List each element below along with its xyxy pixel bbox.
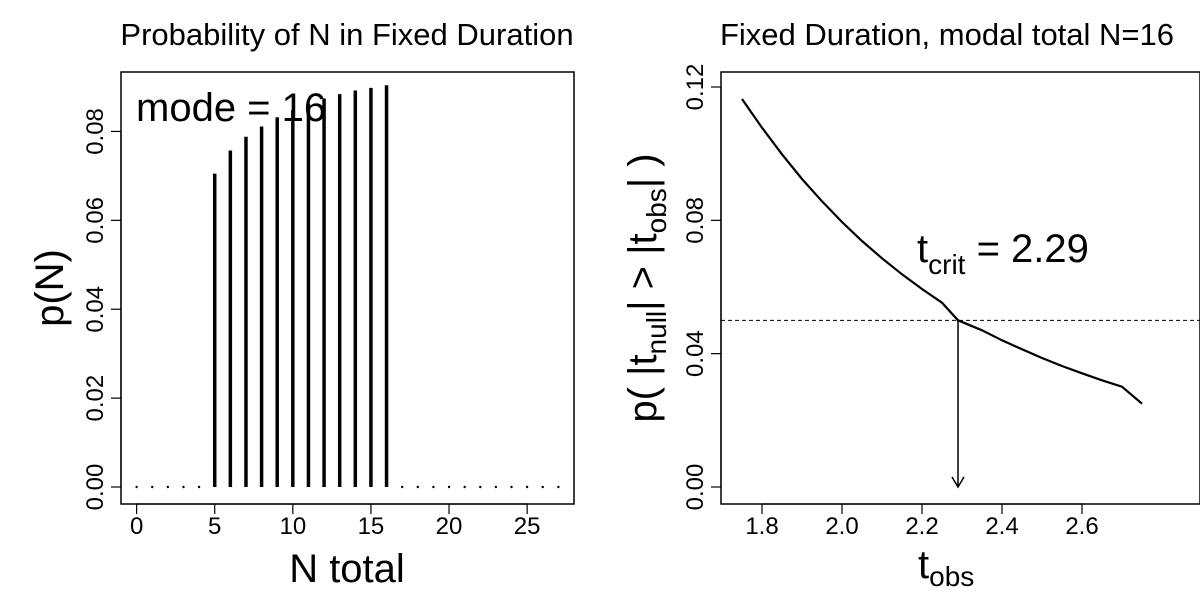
right-panel: Fixed Duration, modal total N=16 tcrit =… (621, 17, 1200, 592)
x-tick-label: 2.0 (825, 513, 858, 540)
right-plot-frame (720, 71, 1200, 505)
zero-point-mark (541, 485, 544, 489)
x-tick-label: 10 (279, 513, 306, 540)
y-tick-label: 0.08 (682, 197, 709, 244)
x-tick-label: 20 (436, 513, 463, 540)
x-tick-label: 2.2 (905, 513, 938, 540)
x-tick-label: 1.8 (745, 513, 778, 540)
y-tick-label: 0.00 (82, 464, 109, 511)
y-tick-label: 0.12 (682, 64, 709, 111)
y-tick-label: 0.00 (682, 464, 709, 511)
y-tick-label: 0.02 (82, 375, 109, 422)
left-bar-marks (135, 85, 560, 489)
x-tick-label: 15 (358, 513, 385, 540)
y-tick-label: 0.08 (82, 108, 109, 155)
t-crit-annotation: tcrit = 2.29 (917, 227, 1089, 280)
left-plot-frame (120, 71, 575, 505)
left-mode-annotation: mode = 16 (136, 86, 326, 130)
y-tick-label: 0.06 (82, 197, 109, 244)
zero-point-mark (416, 485, 419, 489)
left-x-axis: 0 5 10 15 20 25 (130, 503, 541, 540)
y-tick-label: 0.04 (682, 330, 709, 377)
zero-point-mark (400, 485, 404, 489)
right-y-axis: 0.00 0.04 0.08 0.12 (682, 64, 722, 511)
right-x-axis: 1.8 2.0 2.2 2.4 2.6 (745, 503, 1099, 540)
right-x-axis-label: tobs (918, 543, 974, 592)
x-tick-label: 0 (130, 513, 143, 540)
left-chart-title: Probability of N in Fixed Duration (120, 17, 573, 52)
x-tick-label: 25 (514, 513, 541, 540)
zero-point-mark (557, 485, 560, 489)
x-tick-label: 2.6 (1065, 513, 1098, 540)
zero-point-mark (447, 485, 451, 489)
zero-point-mark (182, 485, 185, 489)
left-x-axis-label: N total (289, 547, 405, 591)
left-y-axis: 0.00 0.02 0.04 0.06 0.08 (82, 108, 122, 511)
zero-point-mark (494, 485, 498, 489)
right-y-axis-label: p( |tnull| > |tobs| ) (621, 153, 672, 422)
y-tick-label: 0.04 (82, 286, 109, 333)
zero-point-mark (151, 485, 154, 489)
zero-point-mark (135, 485, 138, 489)
right-chart-title: Fixed Duration, modal total N=16 (720, 17, 1174, 52)
zero-point-mark (479, 485, 482, 489)
zero-point-mark (510, 485, 513, 489)
p-value-curve (741, 98, 1143, 405)
x-tick-label: 2.4 (985, 513, 1018, 540)
zero-point-mark (463, 485, 466, 489)
zero-point-mark (197, 485, 201, 489)
zero-point-mark (432, 485, 435, 489)
left-y-axis-label: p(N) (28, 249, 72, 327)
zero-point-mark (525, 485, 529, 489)
t-crit-arrow-head (951, 476, 965, 489)
zero-point-mark (166, 485, 170, 489)
left-panel: Probability of N in Fixed Duration mode … (28, 17, 575, 591)
x-tick-label: 5 (208, 513, 221, 540)
